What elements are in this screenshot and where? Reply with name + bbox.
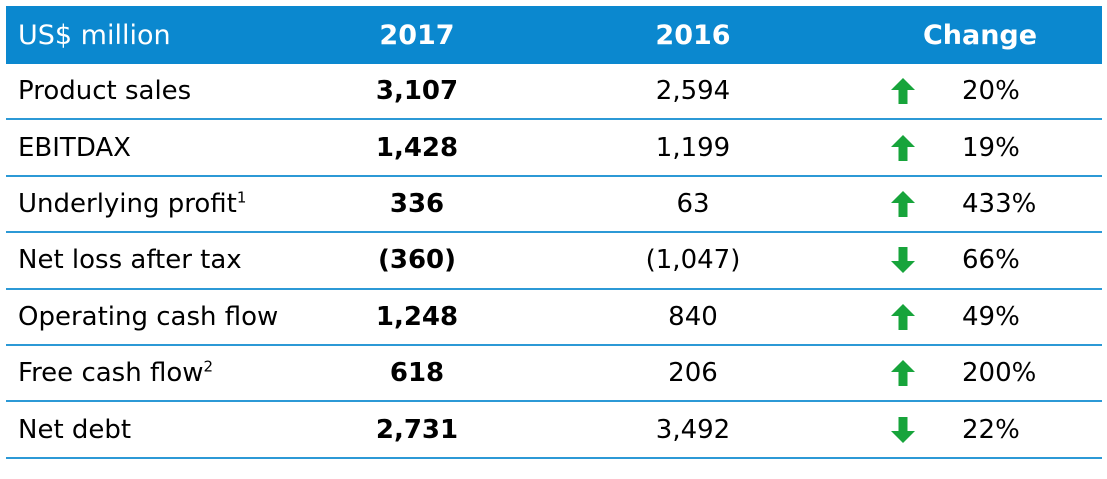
header-label: US$ million bbox=[18, 19, 171, 51]
header-2017: 2017 bbox=[379, 19, 455, 51]
value-2017: 618 bbox=[389, 358, 445, 389]
value-2017: 1,428 bbox=[375, 132, 459, 163]
header-change: Change bbox=[922, 19, 1038, 51]
row-label-text: EBITDAX bbox=[18, 132, 131, 163]
value-2016: 840 bbox=[668, 301, 718, 332]
table-header: US$ million 2017 2016 Change bbox=[6, 6, 1102, 64]
value-2017: 1,248 bbox=[375, 301, 459, 332]
value-change: 433% bbox=[962, 188, 1037, 219]
arrow-up-icon bbox=[858, 78, 948, 105]
footnote-marker: 1 bbox=[236, 188, 247, 207]
value-2017: 2,731 bbox=[375, 414, 459, 445]
table-row: Net debt 2,731 3,492 22% bbox=[6, 402, 1102, 459]
value-change: 66% bbox=[962, 245, 1020, 276]
row-label: Operating cash flow bbox=[6, 302, 306, 332]
row-label-text: Free cash flow bbox=[18, 358, 204, 389]
arrow-up-icon bbox=[858, 190, 948, 217]
value-2017: 3,107 bbox=[375, 76, 459, 107]
value-change: 200% bbox=[962, 358, 1037, 389]
row-label: Product sales bbox=[6, 76, 306, 106]
row-label: Net debt bbox=[6, 415, 306, 445]
arrow-up-icon bbox=[858, 360, 948, 387]
arrow-up-icon bbox=[858, 134, 948, 161]
row-label-text: Net loss after tax bbox=[18, 245, 242, 276]
table-body: Product sales 3,107 2,594 20% EBITDAX 1,428 1,… bbox=[6, 64, 1102, 459]
table-row: EBITDAX 1,428 1,199 19% bbox=[6, 120, 1102, 177]
table-row: Product sales 3,107 2,594 20% bbox=[6, 64, 1102, 121]
arrow-up-icon bbox=[858, 303, 948, 330]
value-change: 19% bbox=[962, 132, 1020, 163]
footnote-marker: 2 bbox=[203, 357, 214, 376]
table-row: Net loss after tax (360) (1,047) 66% bbox=[6, 233, 1102, 290]
row-label-text: Underlying profit bbox=[18, 188, 237, 219]
value-2016: 2,594 bbox=[655, 76, 731, 107]
value-change: 22% bbox=[962, 414, 1020, 445]
row-label-text: Product sales bbox=[18, 76, 192, 107]
value-change: 20% bbox=[962, 76, 1020, 107]
row-label: Free cash flow2 bbox=[6, 358, 306, 388]
value-2017: (360) bbox=[377, 245, 457, 276]
value-2017: 336 bbox=[389, 188, 445, 219]
table-row: Free cash flow2 618 206 200% bbox=[6, 346, 1102, 403]
value-2016: (1,047) bbox=[645, 245, 741, 276]
value-2016: 1,199 bbox=[655, 132, 731, 163]
table-row: Underlying profit1 336 63 433% bbox=[6, 177, 1102, 234]
value-2016: 63 bbox=[676, 188, 710, 219]
row-label-text: Net debt bbox=[18, 414, 132, 445]
arrow-down-icon bbox=[858, 247, 948, 274]
value-2016: 206 bbox=[668, 358, 718, 389]
value-change: 49% bbox=[962, 301, 1020, 332]
row-label: Net loss after tax bbox=[6, 245, 306, 275]
row-label-text: Operating cash flow bbox=[18, 301, 279, 332]
row-label: Underlying profit1 bbox=[6, 189, 306, 219]
table-row: Operating cash flow 1,248 840 49% bbox=[6, 290, 1102, 346]
financial-table: US$ million 2017 2016 Change Product sal… bbox=[6, 6, 1102, 459]
header-2016: 2016 bbox=[655, 19, 731, 51]
arrow-down-icon bbox=[858, 416, 948, 443]
row-label: EBITDAX bbox=[6, 133, 306, 163]
value-2016: 3,492 bbox=[655, 414, 731, 445]
